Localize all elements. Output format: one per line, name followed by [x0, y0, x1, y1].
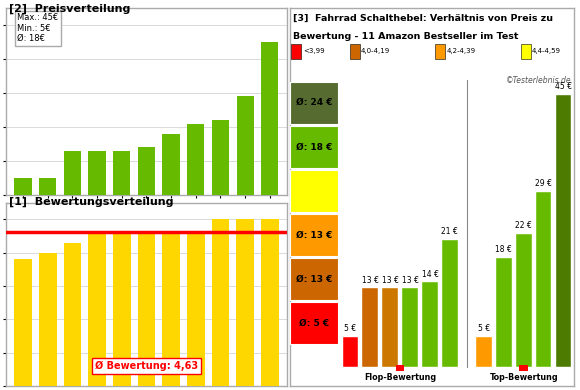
Bar: [362, 289, 378, 367]
Bar: [89, 151, 106, 195]
Bar: [382, 289, 398, 367]
Text: 13 €: 13 €: [401, 276, 419, 285]
Text: [2]  Preisverteilung: [2] Preisverteilung: [9, 4, 130, 14]
Text: 5 €: 5 €: [478, 324, 490, 333]
Bar: [137, 233, 155, 386]
Bar: [113, 151, 130, 195]
Text: Ø: 18 €: Ø: 18 €: [296, 142, 332, 151]
Bar: [442, 240, 458, 367]
Bar: [422, 282, 438, 367]
Bar: [261, 42, 278, 195]
Text: 14 €: 14 €: [422, 269, 438, 279]
Bar: [290, 214, 338, 256]
Text: 22 €: 22 €: [516, 221, 532, 230]
Bar: [290, 82, 338, 124]
Text: 13 €: 13 €: [382, 276, 398, 285]
Bar: [39, 178, 56, 195]
Text: 4,4-4,59: 4,4-4,59: [532, 48, 561, 54]
Bar: [520, 365, 528, 371]
Bar: [14, 259, 32, 386]
Bar: [521, 44, 531, 59]
Bar: [290, 170, 338, 212]
Text: 5 €: 5 €: [345, 324, 357, 333]
Bar: [291, 44, 302, 59]
Text: 4,2-4,39: 4,2-4,39: [447, 48, 476, 54]
Bar: [187, 233, 205, 386]
Bar: [88, 233, 106, 386]
Text: 45 €: 45 €: [555, 82, 572, 91]
Bar: [113, 233, 130, 386]
Text: [1]  Bewertungsverteilung: [1] Bewertungsverteilung: [9, 197, 173, 207]
Text: 13 €: 13 €: [362, 276, 379, 285]
Bar: [536, 191, 552, 367]
Text: 21 €: 21 €: [441, 227, 458, 236]
Bar: [64, 243, 81, 386]
Text: Ø: 13 €: Ø: 13 €: [296, 275, 332, 284]
Text: Ø Bewertung: 4,63: Ø Bewertung: 4,63: [95, 361, 198, 371]
Bar: [350, 44, 360, 59]
Bar: [64, 151, 81, 195]
Bar: [290, 302, 338, 344]
Bar: [496, 258, 512, 367]
Bar: [290, 258, 338, 300]
Bar: [435, 44, 445, 59]
Bar: [343, 337, 358, 367]
Bar: [403, 289, 418, 367]
Bar: [212, 220, 229, 386]
Text: Ø: 24 €: Ø: 24 €: [296, 98, 332, 107]
Bar: [290, 126, 338, 168]
Text: Ø: 5 €: Ø: 5 €: [299, 319, 329, 328]
Bar: [212, 120, 229, 195]
Text: 18 €: 18 €: [495, 245, 512, 254]
Text: 29 €: 29 €: [535, 179, 552, 188]
Bar: [396, 365, 404, 371]
Text: 4,0-4,19: 4,0-4,19: [361, 48, 390, 54]
Text: Flop-Bewertung: Flop-Bewertung: [364, 373, 436, 382]
Text: [3]  Fahrrad Schalthebel: Verhältnis von Preis zu: [3] Fahrrad Schalthebel: Verhältnis von …: [293, 14, 553, 23]
Bar: [138, 147, 155, 195]
Bar: [236, 220, 254, 386]
Bar: [162, 134, 180, 195]
Bar: [516, 234, 532, 367]
Bar: [476, 337, 492, 367]
Bar: [261, 220, 279, 386]
Bar: [39, 253, 57, 386]
Text: Bewertung - 11 Amazon Bestseller im Test: Bewertung - 11 Amazon Bestseller im Test: [293, 32, 519, 41]
Bar: [187, 124, 204, 195]
Text: Max.: 45€
Min.: 5€
Ø: 18€: Max.: 45€ Min.: 5€ Ø: 18€: [17, 13, 59, 43]
Bar: [556, 95, 571, 367]
Text: ©Testerlebnis.de: ©Testerlebnis.de: [506, 76, 571, 85]
Bar: [162, 233, 180, 386]
Bar: [14, 178, 32, 195]
Bar: [237, 96, 254, 195]
Text: Top-Bewertung: Top-Bewertung: [490, 373, 558, 382]
Text: <3,99: <3,99: [303, 48, 324, 54]
Text: Ø: 13 €: Ø: 13 €: [296, 230, 332, 239]
